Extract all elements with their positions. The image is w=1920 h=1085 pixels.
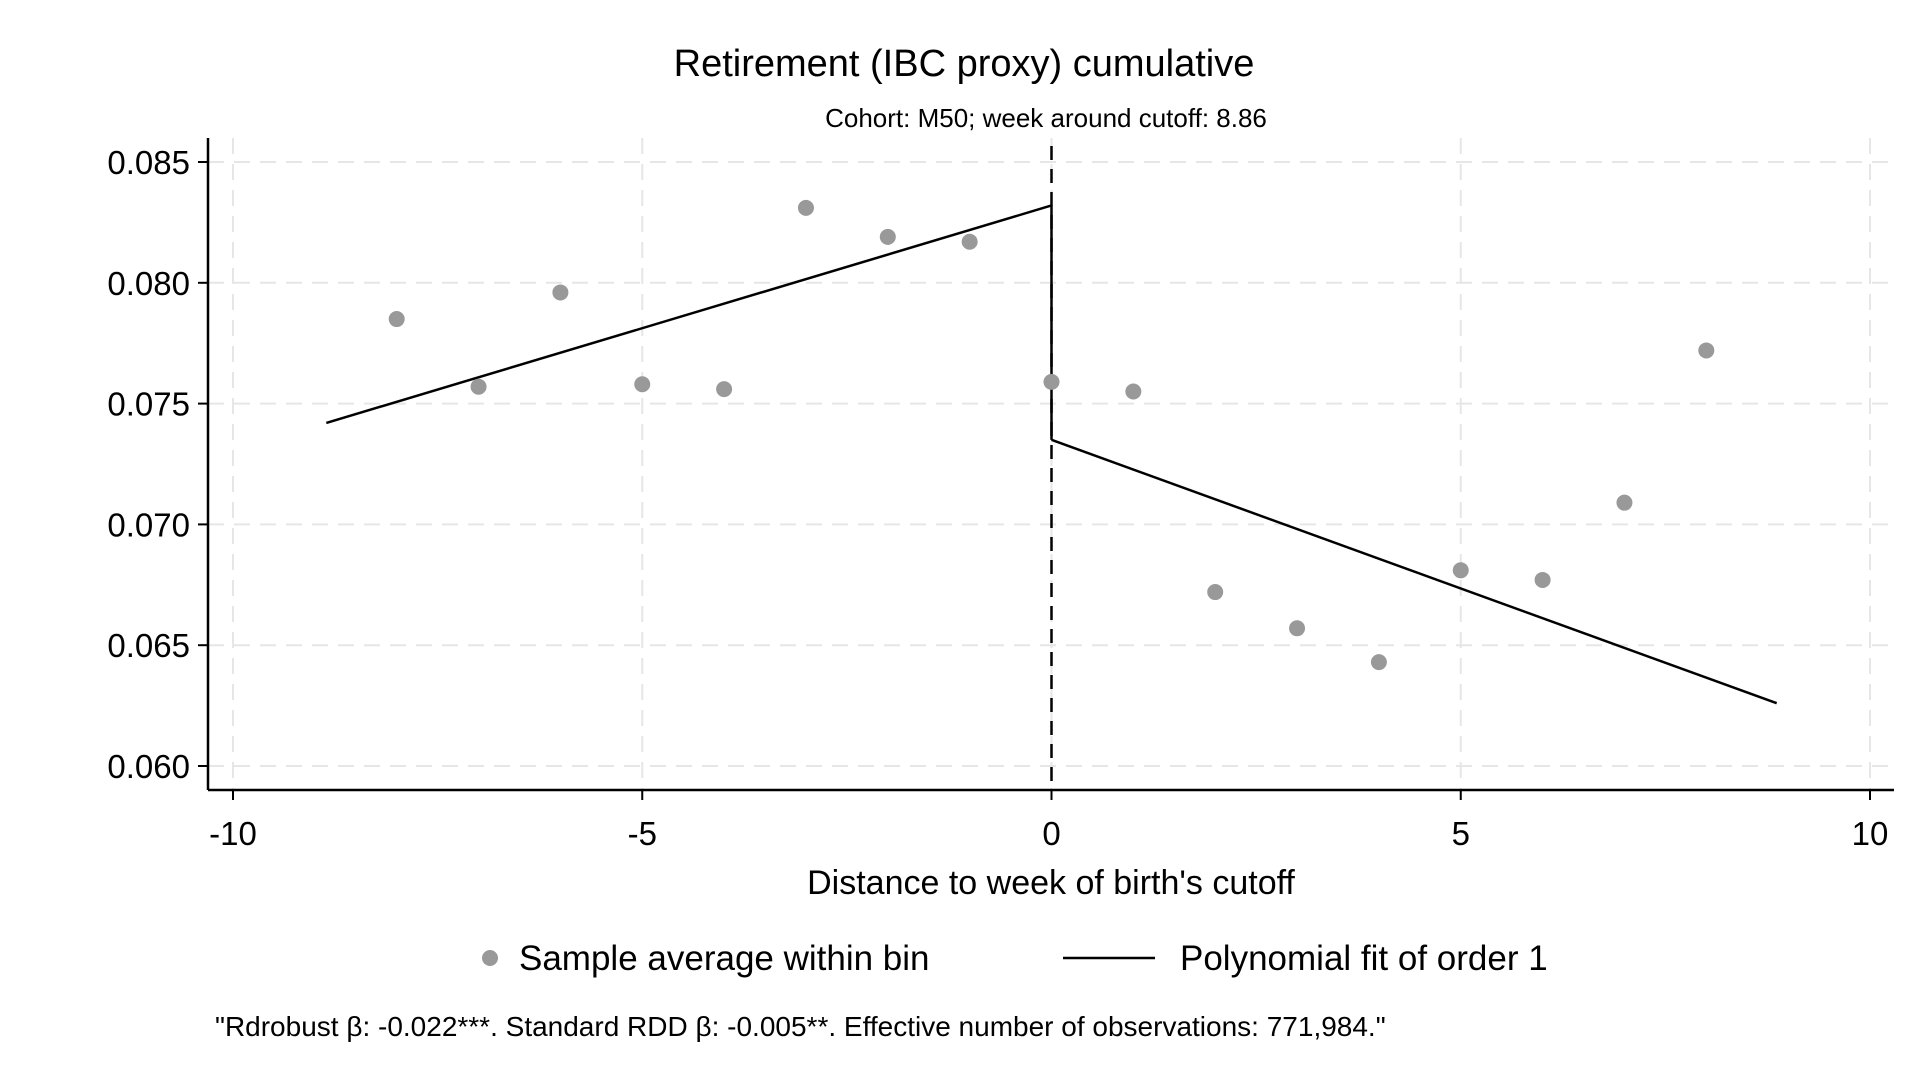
- data-point: [1043, 373, 1060, 390]
- x-tick-label: 5: [1452, 815, 1470, 852]
- legend-marker-scatter: [482, 950, 498, 966]
- y-tick-label: 0.070: [107, 506, 190, 543]
- data-point: [879, 228, 896, 245]
- data-point: [716, 381, 733, 398]
- fit-line-layer: [325, 204, 1778, 705]
- data-point: [961, 233, 978, 250]
- fit-line-segment: [325, 204, 1052, 425]
- data-point: [388, 311, 405, 328]
- data-point: [1125, 383, 1142, 400]
- chart-note: "Rdrobust β: -0.022***. Standard RDD β: …: [215, 1011, 1386, 1042]
- x-tick-label: -5: [628, 815, 657, 852]
- data-point: [1698, 342, 1715, 359]
- y-tick-label: 0.080: [107, 265, 190, 302]
- data-point: [1207, 584, 1224, 601]
- data-point: [1616, 494, 1633, 511]
- data-point: [1289, 620, 1306, 637]
- data-point: [634, 376, 651, 393]
- legend-label-scatter: Sample average within bin: [519, 939, 930, 978]
- x-tick-label: 0: [1042, 815, 1060, 852]
- x-axis-title: Distance to week of birth's cutoff: [807, 864, 1295, 902]
- fit-line-segment: [1051, 438, 1778, 705]
- data-point: [1370, 654, 1387, 671]
- y-tick-label: 0.075: [107, 386, 190, 423]
- y-tick-label: 0.060: [107, 748, 190, 785]
- y-tick-label: 0.085: [107, 144, 190, 181]
- x-tick-label: 10: [1852, 815, 1889, 852]
- chart-subtitle: Cohort: M50; week around cutoff: 8.86: [825, 103, 1267, 133]
- legend-label-line: Polynomial fit of order 1: [1180, 939, 1548, 978]
- data-point: [552, 284, 569, 301]
- data-point: [1452, 562, 1469, 579]
- data-point: [797, 199, 814, 216]
- x-tick-label: -10: [209, 815, 257, 852]
- y-tick-label: 0.065: [107, 627, 190, 664]
- ticks-layer: 0.060 0.065 0.070 0.075 0.080 0.085 -10 -5 0 5 10: [107, 144, 1888, 852]
- legend: Sample average within bin Polynomial fit…: [482, 939, 1548, 978]
- data-point: [1534, 571, 1551, 588]
- chart-title: Retirement (IBC proxy) cumulative: [674, 43, 1255, 85]
- data-point: [470, 378, 487, 395]
- points-layer: [388, 199, 1715, 671]
